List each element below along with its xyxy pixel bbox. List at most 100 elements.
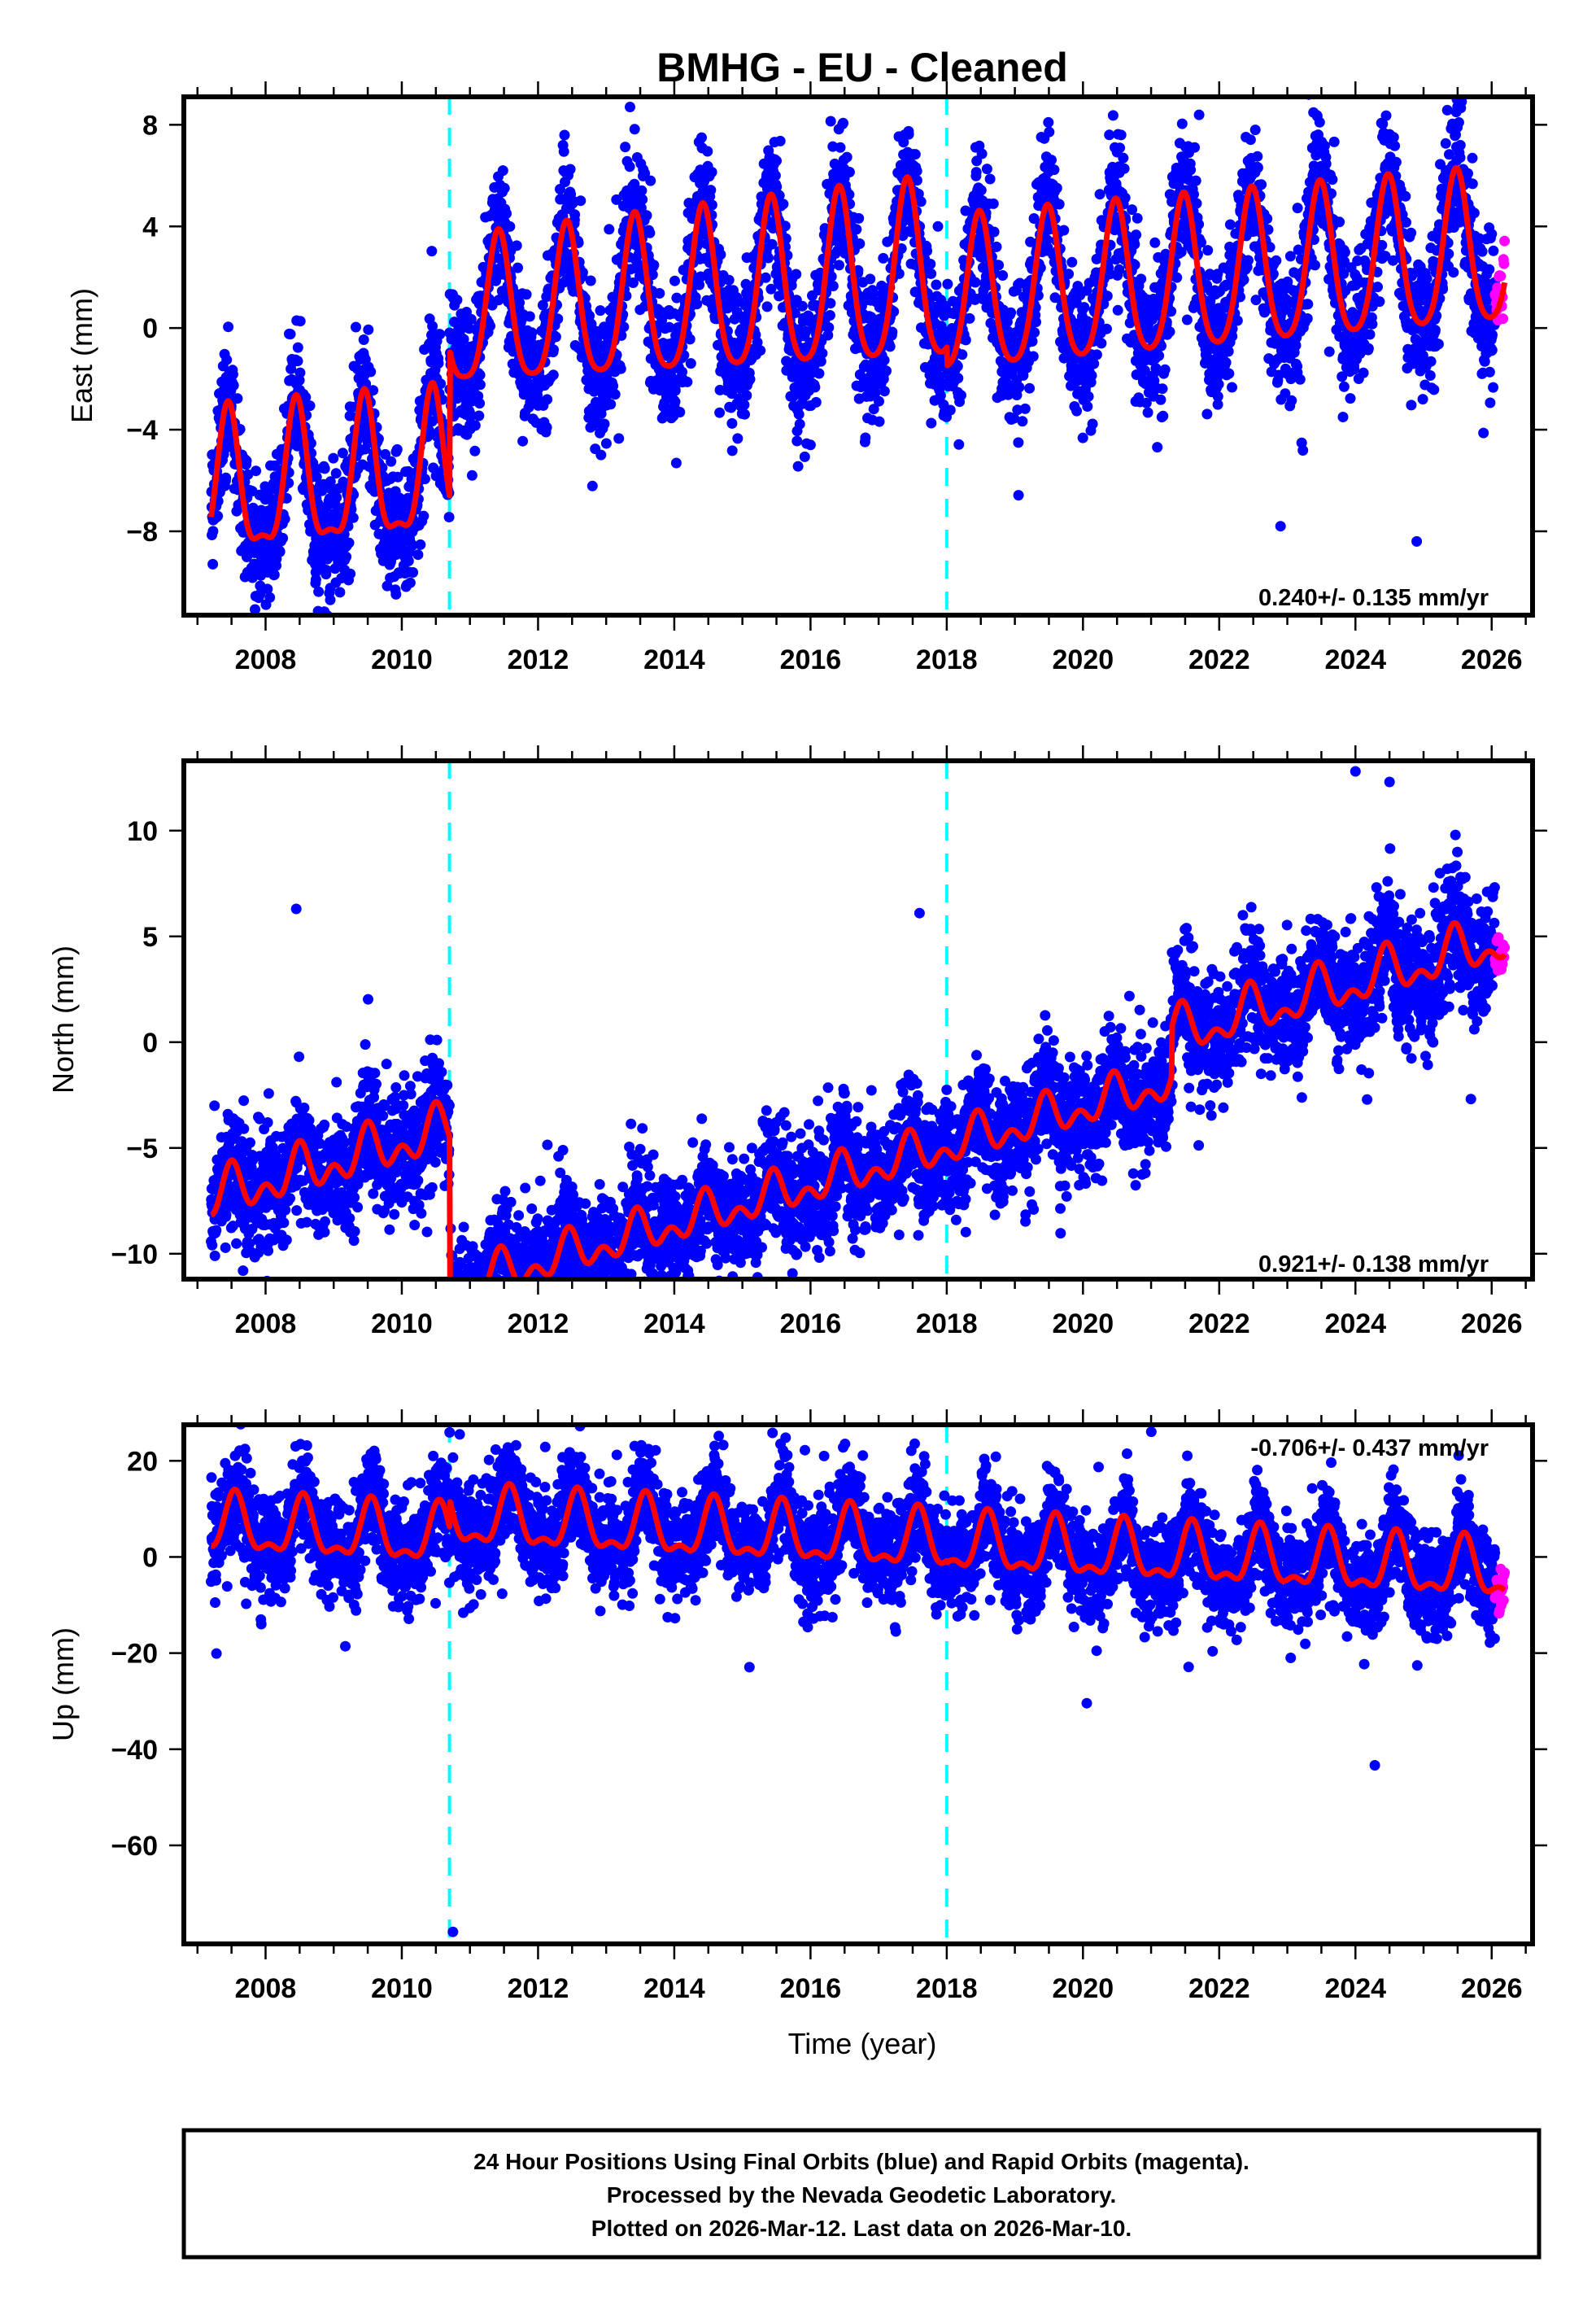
east-data-point bbox=[330, 468, 342, 479]
east-data-point bbox=[207, 558, 219, 570]
east-data-point bbox=[957, 349, 968, 360]
east-final-orbit-points bbox=[206, 97, 1501, 615]
east-data-point bbox=[228, 380, 239, 391]
east-data-point bbox=[1118, 152, 1129, 164]
east-data-point bbox=[1171, 272, 1183, 283]
east-data-point bbox=[1176, 118, 1188, 129]
east-data-point bbox=[824, 310, 835, 321]
east-data-point bbox=[274, 546, 286, 557]
east-data-point bbox=[207, 526, 219, 537]
east-data-point bbox=[629, 124, 640, 135]
east-data-point bbox=[269, 460, 280, 471]
east-data-point bbox=[1046, 155, 1057, 166]
east-data-point bbox=[524, 311, 535, 322]
east-data-point bbox=[739, 408, 750, 420]
east-data-point bbox=[386, 456, 397, 467]
east-data-point bbox=[970, 277, 981, 288]
east-data-point bbox=[726, 445, 738, 456]
east-data-point bbox=[337, 448, 348, 459]
east-data-point bbox=[853, 212, 865, 224]
east-data-point bbox=[755, 345, 766, 356]
east-data-point bbox=[942, 278, 953, 290]
east-data-point bbox=[706, 167, 717, 177]
east-data-point bbox=[1185, 164, 1197, 176]
east-data-point bbox=[926, 268, 937, 279]
east-data-point bbox=[817, 347, 828, 359]
east-data-point bbox=[1043, 116, 1054, 128]
east-data-point bbox=[408, 567, 419, 578]
east-data-point bbox=[1077, 432, 1088, 443]
east-data-point bbox=[903, 129, 914, 140]
east-data-point bbox=[1114, 142, 1126, 154]
east-data-point bbox=[714, 407, 726, 418]
east-data-point bbox=[365, 366, 377, 378]
east-data-point bbox=[964, 312, 975, 324]
east-data-point bbox=[670, 457, 682, 469]
east-data-point bbox=[825, 298, 836, 309]
east-data-point bbox=[242, 469, 254, 480]
east-data-point bbox=[654, 288, 665, 299]
east-data-point bbox=[935, 390, 946, 401]
east-data-point bbox=[1083, 391, 1094, 402]
east-data-point bbox=[793, 408, 805, 420]
east-data-point bbox=[952, 360, 963, 372]
east-data-point bbox=[1202, 245, 1214, 256]
east-data-point bbox=[761, 301, 773, 312]
east-data-point bbox=[1131, 229, 1142, 241]
east-data-point bbox=[501, 208, 512, 219]
east-data-point bbox=[844, 167, 855, 177]
east-data-point bbox=[993, 260, 1005, 271]
east-data-point bbox=[1129, 238, 1140, 250]
east-data-point bbox=[1271, 255, 1282, 266]
east-data-point bbox=[497, 165, 508, 177]
east-data-point bbox=[685, 358, 696, 369]
east-data-point bbox=[988, 226, 1000, 238]
east-data-point bbox=[559, 129, 570, 141]
east-data-point bbox=[1212, 391, 1223, 402]
east-data-point bbox=[953, 439, 965, 450]
east-data-point bbox=[1220, 357, 1232, 368]
east-data-point bbox=[428, 462, 439, 474]
east-data-point bbox=[1013, 437, 1024, 448]
east-data-point bbox=[620, 142, 631, 153]
east-data-point bbox=[1027, 351, 1039, 362]
east-data-point bbox=[1213, 378, 1224, 390]
east-data-point bbox=[334, 587, 346, 598]
east-data-point bbox=[1119, 163, 1130, 174]
east-data-point bbox=[1252, 162, 1263, 173]
east-data-point bbox=[1114, 264, 1125, 275]
east-data-point bbox=[403, 555, 414, 566]
east-data-point bbox=[932, 221, 944, 232]
east-data-point bbox=[760, 272, 771, 283]
east-data-point bbox=[368, 385, 379, 396]
east-data-point bbox=[517, 435, 529, 447]
east-data-point bbox=[419, 474, 430, 485]
east-data-point bbox=[1019, 403, 1031, 414]
east-data-point bbox=[645, 175, 656, 186]
east-data-point bbox=[1292, 203, 1303, 214]
east-data-point bbox=[909, 149, 921, 160]
east-data-point bbox=[674, 407, 686, 417]
east-data-point bbox=[976, 148, 988, 159]
east-data-point bbox=[1245, 134, 1256, 146]
east-data-point bbox=[791, 435, 803, 447]
east-data-point bbox=[464, 323, 475, 334]
east-data-point bbox=[227, 369, 238, 380]
east-data-point bbox=[585, 275, 596, 286]
east-data-point bbox=[1082, 401, 1093, 412]
east-data-point bbox=[1024, 382, 1036, 394]
east-data-point bbox=[791, 269, 802, 280]
east-data-point bbox=[911, 165, 922, 177]
east-data-point bbox=[1157, 383, 1168, 395]
east-data-point bbox=[575, 195, 587, 207]
east-data-point bbox=[796, 300, 808, 312]
east-data-point bbox=[696, 132, 707, 143]
east-data-point bbox=[319, 463, 330, 474]
east-data-point bbox=[294, 367, 306, 378]
east-data-point bbox=[975, 185, 987, 196]
east-data-point bbox=[1158, 410, 1169, 421]
east-data-point bbox=[637, 194, 648, 205]
east-data-point bbox=[1314, 116, 1325, 128]
east-data-point bbox=[609, 389, 621, 400]
